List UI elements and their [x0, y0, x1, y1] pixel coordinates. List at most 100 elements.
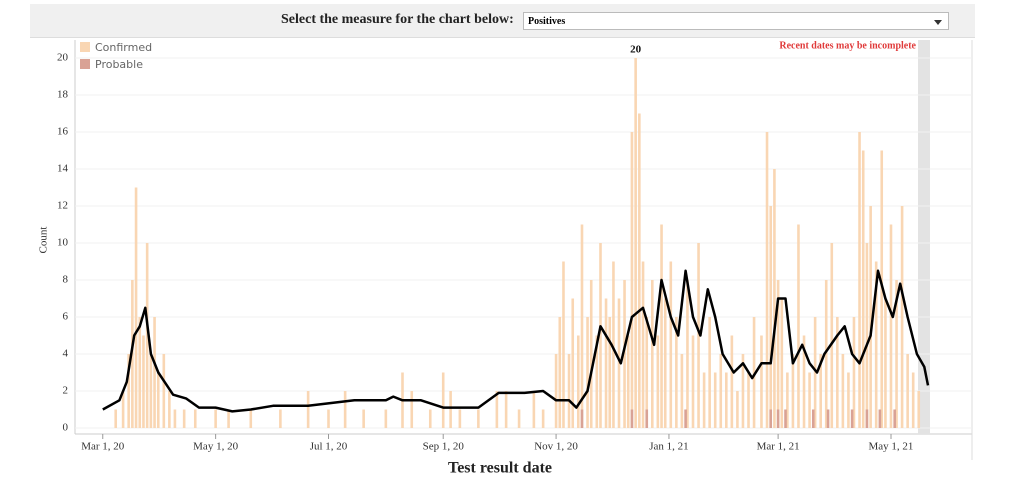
bar — [841, 354, 845, 428]
bar — [121, 391, 125, 428]
legend-swatch — [80, 59, 90, 69]
bar — [865, 243, 869, 428]
bar — [410, 391, 414, 428]
bar — [142, 335, 145, 428]
incomplete-band — [918, 40, 930, 434]
bar — [127, 354, 130, 428]
bar — [599, 243, 602, 428]
bar — [725, 372, 728, 428]
bar — [776, 280, 780, 428]
bar — [193, 409, 197, 428]
bar — [173, 409, 177, 428]
bar — [769, 409, 773, 428]
x-tick-label: Jan 1, 21 — [649, 441, 688, 453]
y-axis-title: Count — [38, 227, 50, 254]
bar — [736, 391, 739, 428]
bar — [384, 409, 388, 428]
bar — [895, 280, 898, 428]
bar — [595, 335, 599, 428]
bar — [306, 391, 310, 428]
bar — [567, 354, 571, 428]
bar — [656, 335, 660, 428]
y-tick-label: 10 — [57, 237, 69, 249]
bar — [589, 280, 593, 428]
bar — [604, 298, 608, 428]
bar — [586, 317, 589, 428]
bar — [138, 317, 142, 428]
bar — [623, 280, 626, 428]
bar — [149, 354, 153, 428]
legend-swatch — [80, 42, 90, 52]
bar — [634, 58, 637, 428]
bar — [769, 206, 773, 428]
bar — [861, 150, 865, 428]
x-tick-label: Jul 1, 20 — [310, 441, 348, 453]
bar — [279, 409, 282, 428]
x-tick-label: May 1, 21 — [869, 441, 914, 453]
bar — [554, 354, 558, 428]
bar — [791, 354, 795, 428]
bar — [850, 409, 854, 428]
bar — [830, 243, 834, 428]
bar — [227, 409, 230, 428]
bar — [741, 354, 745, 428]
bar — [884, 298, 887, 428]
legend-label: Probable — [95, 58, 143, 71]
bar — [576, 335, 580, 428]
x-tick-label: Nov 1, 20 — [534, 441, 578, 453]
bar — [760, 335, 763, 428]
bar — [168, 391, 171, 428]
bar — [571, 298, 575, 428]
bar — [182, 409, 186, 428]
bar — [802, 335, 806, 428]
y-tick-label: 0 — [63, 422, 69, 434]
bar — [730, 335, 734, 428]
bar — [626, 335, 630, 428]
bar — [776, 409, 780, 428]
bar — [517, 409, 521, 428]
bar — [911, 372, 915, 428]
bar — [214, 409, 217, 428]
bar — [562, 261, 565, 428]
bar — [617, 298, 621, 428]
dropdown-arrow — [934, 20, 942, 25]
legend-label: Confirmed — [95, 41, 152, 54]
bar — [680, 354, 684, 428]
bar — [327, 409, 330, 428]
bar — [708, 317, 711, 428]
bar — [145, 243, 149, 428]
bar — [819, 354, 822, 428]
measure-select[interactable]: Positives — [523, 12, 949, 30]
y-tick-label: 16 — [57, 126, 69, 138]
x-tick-label: Mar 1, 21 — [757, 441, 800, 453]
bar — [878, 409, 882, 428]
bar — [826, 409, 830, 428]
bar — [645, 317, 649, 428]
y-tick-label: 14 — [57, 163, 69, 175]
bar — [780, 298, 784, 428]
y-tick-label: 6 — [63, 311, 69, 323]
bar — [893, 409, 896, 428]
bar — [691, 335, 695, 428]
bar — [686, 280, 689, 428]
bar — [153, 317, 156, 428]
bar — [669, 261, 673, 428]
bar — [428, 409, 432, 428]
bar — [675, 317, 678, 428]
bar — [874, 261, 878, 428]
bar — [638, 113, 641, 428]
x-tick-label: May 1, 20 — [193, 441, 238, 453]
bar — [719, 354, 723, 428]
bar — [541, 409, 545, 428]
bar — [156, 372, 160, 428]
bar — [532, 391, 536, 428]
bar — [249, 409, 253, 428]
bar — [813, 317, 817, 428]
bar — [612, 261, 615, 428]
bar — [580, 224, 584, 428]
bar — [134, 187, 138, 428]
bar — [784, 409, 787, 428]
measure-prompt: Select the measure for the chart below: — [281, 12, 514, 27]
bar — [477, 409, 480, 428]
